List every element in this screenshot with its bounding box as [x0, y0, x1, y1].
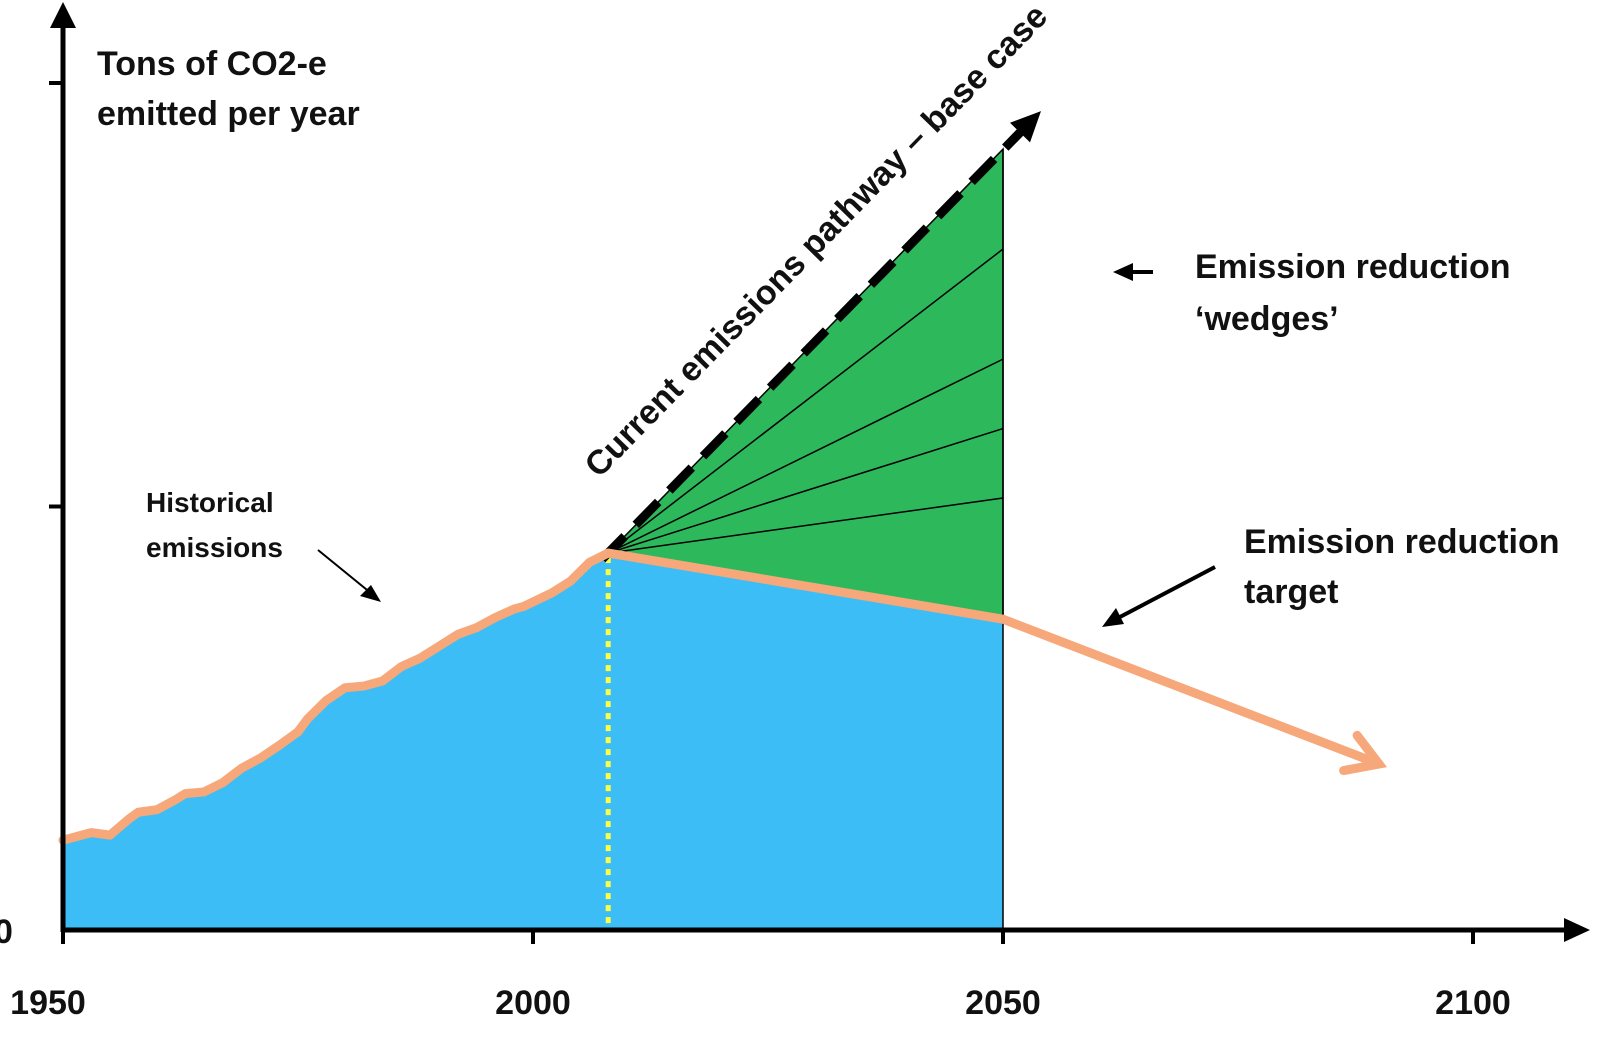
wedge-divider [607, 248, 1004, 554]
emissions-area [63, 553, 1003, 930]
x-tick-label: 2100 [1435, 984, 1511, 1022]
x-tick-labels: 1950 2000 2050 2100 [10, 984, 1511, 1022]
x-tick-label: 2000 [495, 984, 571, 1022]
target-arrowhead [1339, 730, 1388, 776]
target-annotation-line-1: Emission reduction [1244, 523, 1560, 561]
axis-ticks [49, 81, 1475, 944]
y-axis-label-line-1: Tons of CO2-e [97, 45, 327, 83]
y-axis-arrowhead [50, 2, 76, 28]
wedge-divider [607, 358, 1004, 554]
x-tick-label: 2050 [965, 984, 1041, 1022]
target-pointer-arrowhead [1102, 608, 1124, 627]
x-axis-arrowhead [1564, 918, 1590, 942]
historical-pointer-arrowhead [360, 585, 381, 602]
wedge-divider [608, 497, 1004, 554]
historical-annotation-line-2: emissions [146, 532, 283, 563]
wedges-annotation-line-2: ‘wedges’ [1195, 300, 1339, 338]
historical-pointer-arrow [317, 549, 373, 595]
x-tick-label: 1950 [10, 984, 86, 1022]
axes [50, 2, 1590, 942]
base-case-arrowhead [1010, 111, 1041, 143]
target-pointer-arrow [1117, 565, 1216, 620]
target-line [603, 548, 1384, 769]
wedge-divider [607, 427, 1004, 554]
y-tick-label-zero: 0 [0, 913, 13, 951]
historical-annotation-line-1: Historical [146, 487, 274, 518]
wedges-annotation-line-1: Emission reduction [1195, 248, 1511, 286]
wedges-pointer-arrowhead [1113, 263, 1133, 281]
historical-emissions-line [58, 548, 613, 845]
target-annotation-line-2: target [1244, 573, 1338, 611]
base-case-line [598, 117, 1035, 563]
y-axis-label-line-2: emitted per year [97, 95, 360, 133]
